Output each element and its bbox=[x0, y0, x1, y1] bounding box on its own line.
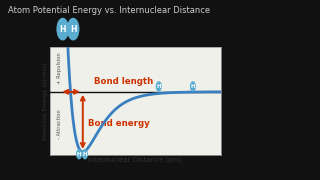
Circle shape bbox=[83, 150, 87, 159]
Text: H: H bbox=[77, 152, 81, 157]
Text: H: H bbox=[83, 152, 87, 157]
Circle shape bbox=[57, 19, 68, 40]
Text: Atom Potential Energy vs. Internuclear Distance: Atom Potential Energy vs. Internuclear D… bbox=[8, 6, 210, 15]
Text: H: H bbox=[191, 84, 195, 89]
Circle shape bbox=[191, 82, 195, 91]
X-axis label: Internuclear Distance (pm): Internuclear Distance (pm) bbox=[88, 157, 182, 163]
Text: + Repulsion: + Repulsion bbox=[57, 53, 61, 84]
Text: H: H bbox=[60, 25, 66, 34]
Text: Bond energy: Bond energy bbox=[88, 118, 150, 127]
Circle shape bbox=[68, 19, 79, 40]
Circle shape bbox=[77, 150, 81, 159]
Circle shape bbox=[156, 82, 161, 91]
Text: - Attraction: - Attraction bbox=[57, 110, 61, 140]
Text: H: H bbox=[70, 25, 76, 34]
Text: Bond length: Bond length bbox=[94, 77, 153, 86]
Y-axis label: Potential Energy (kJ/mol): Potential Energy (kJ/mol) bbox=[43, 62, 47, 140]
Text: H: H bbox=[156, 84, 161, 89]
